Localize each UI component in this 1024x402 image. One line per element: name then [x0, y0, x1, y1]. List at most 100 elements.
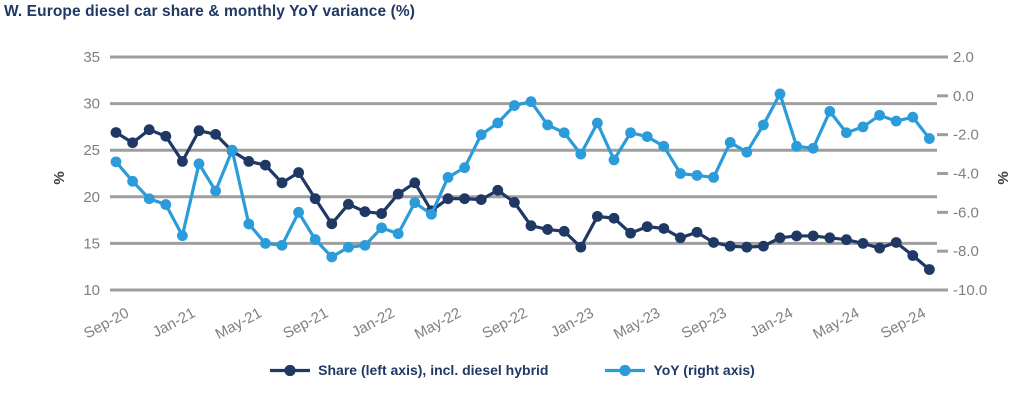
- data-point: [525, 220, 537, 232]
- data-point: [807, 142, 819, 154]
- data-point: [890, 237, 902, 248]
- data-point: [841, 234, 852, 246]
- data-point: [193, 125, 205, 137]
- right-axis-tick-label: -8.0: [953, 243, 979, 260]
- data-point: [260, 159, 271, 171]
- left-axis-tick-label: 30: [83, 96, 100, 113]
- data-point: [824, 232, 836, 244]
- data-point: [442, 171, 454, 183]
- data-point: [343, 241, 354, 253]
- x-axis-tick-label: Sep-23: [679, 305, 730, 343]
- data-point: [542, 119, 553, 131]
- data-point: [807, 230, 819, 242]
- legend-item-share: Share (left axis), incl. diesel hybrid: [269, 362, 548, 378]
- right-axis-tick-label: -6.0: [953, 204, 979, 221]
- legend-item-yoy: YoY (right axis): [604, 362, 755, 378]
- data-point: [492, 184, 504, 196]
- data-point: [276, 239, 288, 251]
- data-point: [675, 232, 686, 244]
- data-point: [691, 170, 703, 181]
- x-axis-tick-label: Jan-21: [150, 305, 198, 342]
- right-axis-tick-label: -10.0: [953, 282, 987, 299]
- x-axis-tick-label: Sep-24: [878, 305, 929, 343]
- data-point: [575, 148, 587, 160]
- data-point: [907, 111, 919, 123]
- data-point: [343, 198, 354, 210]
- x-axis-tick-label: Sep-21: [280, 305, 331, 343]
- chart-title: W. Europe diesel car share & monthly YoY…: [4, 3, 416, 20]
- data-point: [210, 185, 222, 197]
- data-point: [509, 196, 520, 208]
- data-point: [426, 208, 437, 220]
- data-point: [392, 188, 404, 200]
- x-axis-tick-label: Jan-23: [548, 305, 596, 342]
- data-point: [243, 155, 255, 167]
- data-point: [907, 250, 919, 261]
- right-axis-tick-label: 0.0: [953, 88, 974, 105]
- data-point: [741, 241, 753, 253]
- x-axis-tick-label: Jan-22: [349, 305, 397, 342]
- data-point: [874, 109, 885, 121]
- x-axis-tick-label: May-21: [213, 305, 265, 343]
- data-point: [774, 232, 786, 244]
- data-point: [143, 193, 155, 205]
- data-point: [791, 140, 802, 152]
- x-axis-tick-label: May-24: [810, 305, 862, 343]
- data-point: [127, 175, 138, 187]
- data-point: [475, 194, 487, 205]
- data-point: [110, 127, 122, 138]
- left-axis-tick-label: 15: [83, 235, 100, 252]
- data-point: [442, 193, 454, 205]
- legend-label-yoy: YoY (right axis): [653, 362, 755, 378]
- share-series-swatch: [270, 364, 311, 376]
- data-point: [160, 130, 172, 142]
- series-line-yoy: [114, 92, 931, 259]
- data-point: [210, 128, 222, 140]
- data-point: [309, 193, 321, 205]
- data-point: [608, 212, 620, 224]
- data-point: [359, 239, 371, 251]
- data-point: [857, 121, 869, 133]
- data-point: [890, 115, 902, 127]
- data-point: [575, 241, 587, 253]
- data-point: [525, 96, 537, 108]
- x-axis-tick-label: May-22: [412, 305, 464, 343]
- data-point: [293, 206, 304, 218]
- right-axis-tick-label: 2.0: [953, 49, 974, 66]
- data-point: [459, 193, 470, 205]
- data-point: [359, 206, 371, 218]
- data-point: [558, 127, 570, 139]
- left-axis-tick-label: 20: [83, 189, 100, 206]
- data-point: [260, 238, 271, 249]
- yoy-series-swatch: [605, 364, 646, 376]
- data-point: [791, 230, 802, 242]
- data-point: [708, 237, 719, 248]
- data-point: [608, 154, 620, 166]
- data-point: [376, 208, 387, 219]
- data-point: [376, 222, 387, 234]
- data-point: [475, 129, 487, 141]
- data-point: [841, 127, 852, 139]
- right-axis-tick-label: -2.0: [953, 127, 979, 144]
- x-axis-tick-label: May-23: [611, 305, 663, 343]
- data-point: [691, 226, 703, 238]
- x-axis-tick-label: Sep-20: [81, 305, 132, 343]
- data-point: [724, 137, 736, 148]
- data-point: [409, 177, 421, 189]
- data-point: [509, 100, 520, 111]
- data-point: [641, 221, 653, 233]
- data-point: [243, 218, 255, 230]
- data-point: [459, 162, 470, 174]
- data-point: [857, 238, 869, 249]
- data-point: [658, 140, 670, 152]
- data-point: [127, 137, 138, 149]
- data-point: [824, 105, 836, 117]
- data-point: [326, 218, 338, 230]
- data-point: [592, 117, 603, 129]
- legend-label-share: Share (left axis), incl. diesel hybrid: [318, 362, 549, 378]
- data-point: [326, 251, 338, 263]
- data-point: [741, 146, 753, 158]
- data-point: [708, 171, 719, 183]
- data-point: [110, 156, 122, 168]
